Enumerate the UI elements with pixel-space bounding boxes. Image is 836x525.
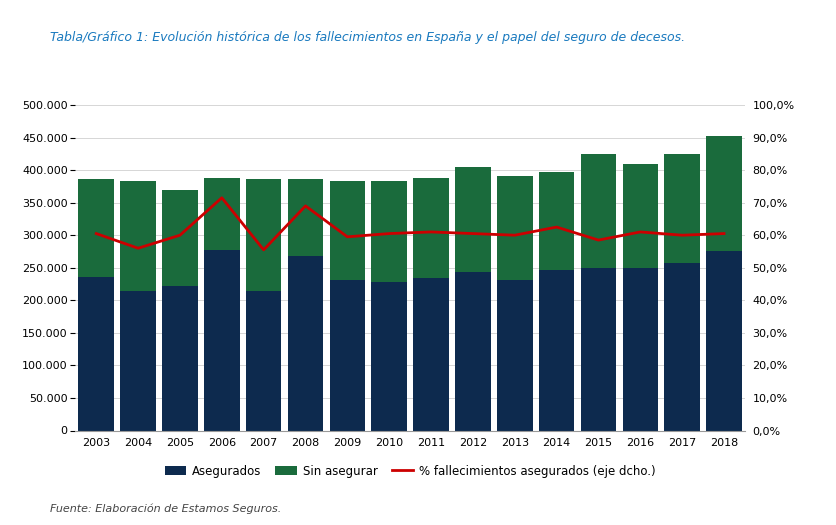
Bar — [79, 179, 114, 277]
% fallecimientos asegurados (eje dcho.) — [467, 230, 477, 237]
Bar — [204, 249, 239, 430]
Bar — [622, 164, 657, 268]
Bar — [246, 291, 281, 430]
Bar — [580, 154, 615, 268]
Bar — [497, 176, 532, 280]
Text: Fuente: Elaboración de Estamos Seguros.: Fuente: Elaboración de Estamos Seguros. — [50, 504, 281, 514]
Bar — [580, 268, 615, 430]
% fallecimientos asegurados (eje dcho.) — [635, 229, 645, 235]
Legend: Asegurados, Sin asegurar, % fallecimientos asegurados (eje dcho.): Asegurados, Sin asegurar, % fallecimient… — [160, 460, 660, 482]
Text: Tabla/Gráfico 1: Evolución histórica de los fallecimientos en España y el papel : Tabla/Gráfico 1: Evolución histórica de … — [50, 32, 685, 45]
% fallecimientos asegurados (eje dcho.) — [384, 230, 394, 237]
Bar — [497, 280, 532, 430]
Bar — [162, 286, 197, 430]
Bar — [706, 135, 741, 251]
% fallecimientos asegurados (eje dcho.) — [258, 247, 268, 253]
Bar — [329, 280, 364, 430]
Bar — [288, 256, 323, 430]
Bar — [538, 270, 573, 430]
% fallecimientos asegurados (eje dcho.) — [300, 203, 310, 209]
% fallecimientos asegurados (eje dcho.) — [509, 232, 519, 238]
% fallecimientos asegurados (eje dcho.) — [551, 224, 561, 230]
% fallecimientos asegurados (eje dcho.) — [217, 195, 227, 201]
% fallecimientos asegurados (eje dcho.) — [175, 232, 185, 238]
% fallecimientos asegurados (eje dcho.) — [593, 237, 603, 243]
Bar — [664, 262, 699, 430]
Bar — [664, 154, 699, 262]
Bar — [455, 271, 490, 430]
% fallecimientos asegurados (eje dcho.) — [676, 232, 686, 238]
% fallecimientos asegurados (eje dcho.) — [342, 234, 352, 240]
Bar — [455, 167, 490, 271]
Bar — [288, 179, 323, 256]
Bar — [246, 179, 281, 291]
Bar — [371, 282, 406, 430]
Line: % fallecimientos asegurados (eje dcho.): % fallecimientos asegurados (eje dcho.) — [96, 198, 723, 250]
Bar — [120, 290, 155, 430]
% fallecimientos asegurados (eje dcho.) — [718, 230, 728, 237]
Bar — [622, 268, 657, 430]
Bar — [371, 181, 406, 282]
% fallecimientos asegurados (eje dcho.) — [426, 229, 436, 235]
% fallecimientos asegurados (eje dcho.) — [133, 245, 143, 251]
Bar — [413, 178, 448, 278]
Bar — [706, 251, 741, 430]
Bar — [413, 278, 448, 430]
Bar — [120, 181, 155, 290]
Bar — [329, 181, 364, 280]
Bar — [79, 277, 114, 430]
Bar — [162, 190, 197, 286]
Bar — [538, 172, 573, 270]
Bar — [204, 178, 239, 249]
% fallecimientos asegurados (eje dcho.) — [91, 230, 101, 237]
